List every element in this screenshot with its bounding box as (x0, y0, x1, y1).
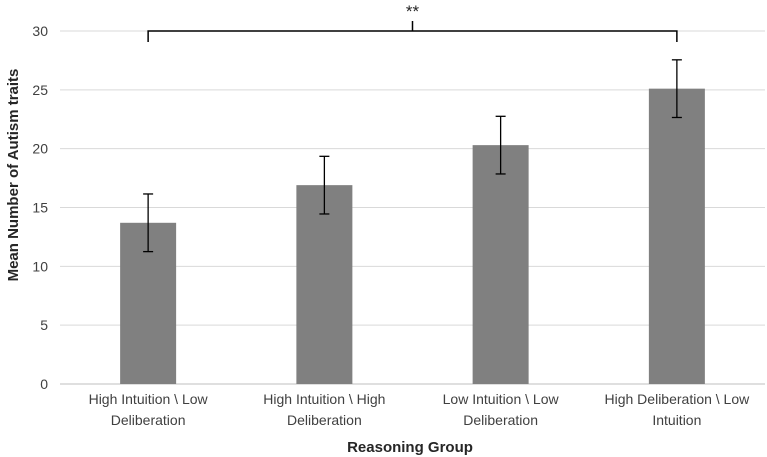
x-tick-label: High Intuition \ High (263, 391, 385, 407)
bars (120, 88, 705, 384)
x-axis-title: Reasoning Group (347, 439, 473, 456)
y-tick-label: 30 (32, 23, 48, 39)
x-tick-label: Deliberation (287, 412, 362, 428)
bar (648, 88, 705, 384)
x-tick-labels: High Intuition \ Low Deliberation High Int… (89, 391, 751, 428)
x-tick-label: High Deliberation \ Low (605, 391, 751, 407)
y-tick-label: 20 (32, 141, 48, 157)
significance-label: ** (406, 2, 420, 21)
x-tick-label: Deliberation (111, 412, 186, 428)
x-tick-label: High Intuition \ Low (89, 391, 209, 407)
y-tick-label: 10 (32, 258, 48, 274)
y-tick-label: 25 (32, 82, 48, 98)
y-tick-label: 15 (32, 200, 48, 216)
bar (472, 145, 529, 384)
bracket-line (147, 30, 678, 42)
significance-bracket: ** (147, 2, 678, 42)
y-tick-label: 5 (40, 317, 48, 333)
x-tick-label: Deliberation (463, 412, 538, 428)
y-tick-label: 0 (40, 376, 48, 392)
y-tick-labels: 0 5 10 15 20 25 30 (32, 23, 48, 392)
x-tick-label: Low Intuition \ Low (443, 391, 560, 407)
x-tick-label: Intuition (652, 412, 701, 428)
error-bars (143, 59, 682, 253)
y-axis-title: Mean Number of Autism traits (5, 69, 22, 282)
bar (296, 185, 353, 384)
